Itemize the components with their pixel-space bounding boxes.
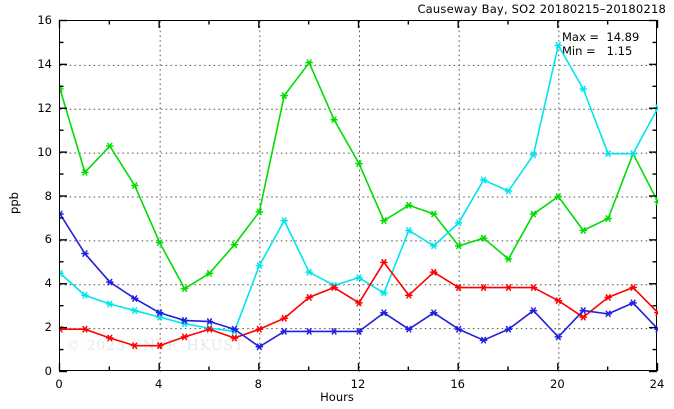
y-tick-label-6: 6 — [44, 232, 52, 247]
y-tick-label-0: 0 — [44, 364, 52, 378]
max-annotation: Max = 14.89 — [562, 30, 640, 44]
x-tick-label-12: 12 — [350, 377, 366, 391]
x-tick-label-4: 4 — [154, 377, 163, 391]
x-tick-label-16: 16 — [450, 377, 465, 391]
y-tick-label-8: 8 — [44, 188, 52, 203]
x-axis-label: Hours — [320, 390, 354, 404]
x-tick-label-0: 0 — [55, 377, 63, 391]
y-tick-label-2: 2 — [44, 320, 52, 335]
y-tick-label-4: 4 — [44, 276, 52, 291]
y-tick-label-14: 14 — [37, 56, 52, 71]
y-axis-label: ppb — [7, 192, 21, 214]
y-tick-label-12: 12 — [37, 100, 52, 115]
chart-title: Causeway Bay, SO2 20180215–20180218 — [417, 2, 666, 16]
y-tick-label-10: 10 — [37, 144, 52, 159]
x-tick-label-24: 24 — [649, 377, 665, 391]
y-tick-label-16: 16 — [37, 13, 52, 27]
x-tick-label-8: 8 — [254, 377, 262, 391]
x-tick-label-20: 20 — [550, 377, 565, 391]
